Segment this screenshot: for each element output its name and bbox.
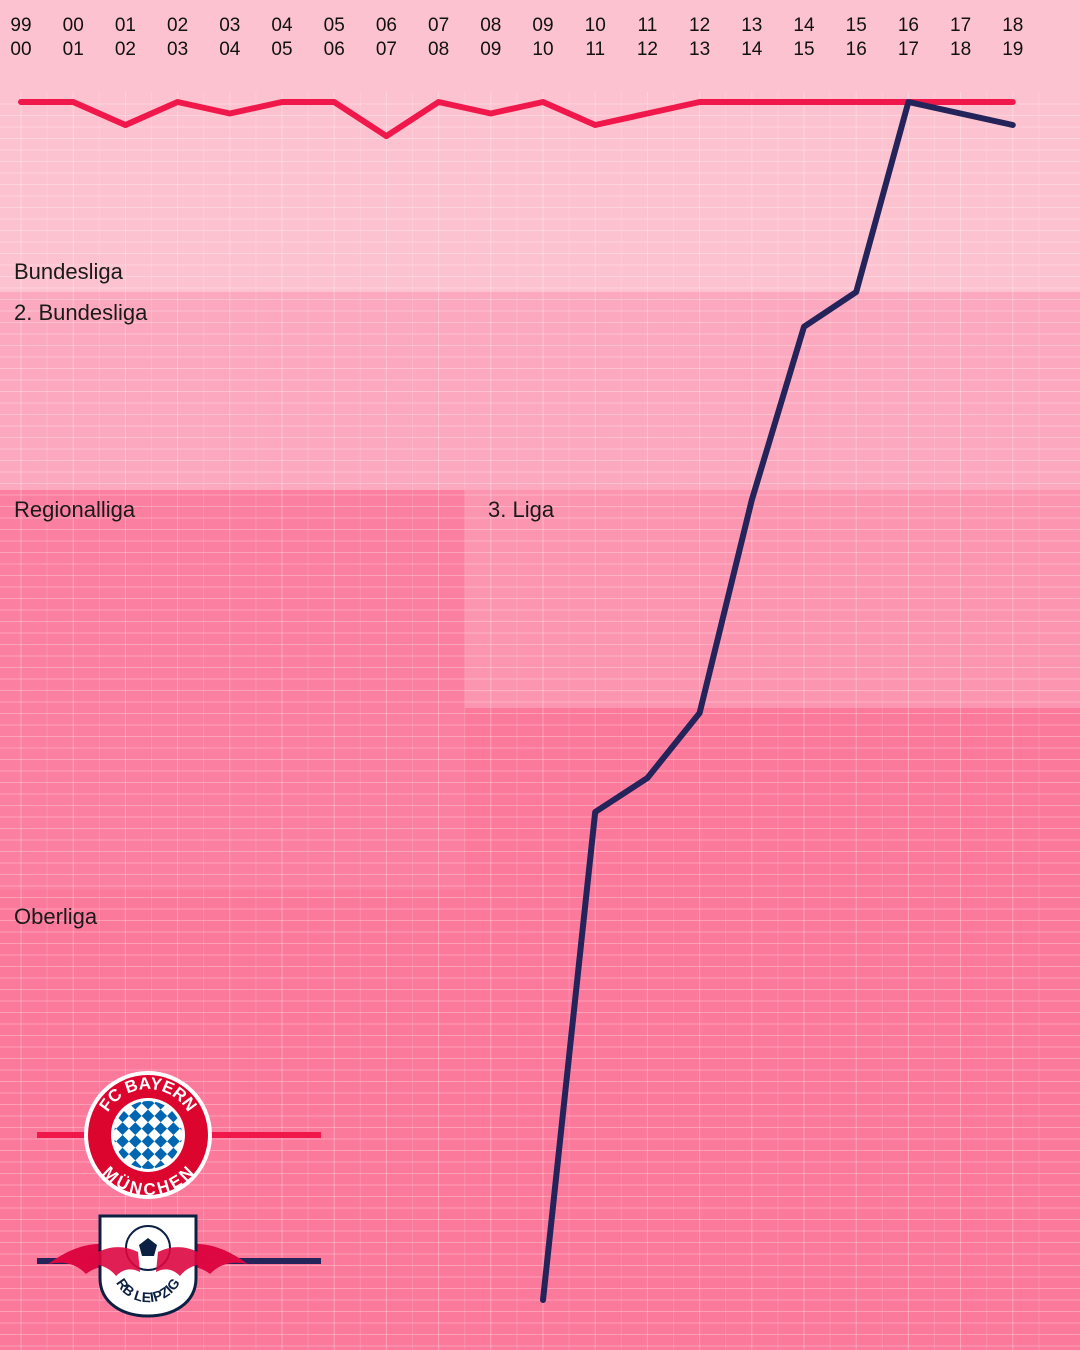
season-label-bottom: 13 — [689, 39, 710, 60]
series-line-bayern — [18, 99, 1016, 140]
season-label-bottom: 15 — [793, 39, 814, 60]
season-label-bottom: 03 — [167, 39, 188, 60]
season-label-bottom: 08 — [428, 39, 449, 60]
season-label-top: 13 — [741, 15, 762, 36]
season-label-bottom: 01 — [63, 39, 84, 60]
league-label: Regionalliga — [14, 497, 136, 522]
series-lines — [18, 99, 1016, 1303]
season-label-top: 18 — [1002, 15, 1023, 36]
season-label-top: 01 — [115, 15, 136, 36]
season-label-top: 06 — [376, 15, 397, 36]
season-axis: 99 00 00 01 01 02 02 03 03 04 04 05 05 06 06 07 07 08 08 09… — [10, 15, 1023, 60]
season-label-bottom: 02 — [115, 39, 136, 60]
season-label-bottom: 16 — [846, 39, 867, 60]
season-label-bottom: 04 — [219, 39, 241, 60]
league-label: 2. Bundesliga — [14, 300, 148, 325]
season-label-bottom: 11 — [585, 39, 605, 60]
league-label: Bundesliga — [14, 259, 124, 284]
season-label-bottom: 10 — [532, 39, 553, 60]
zone-2-bundesliga — [0, 292, 1080, 490]
league-label: 3. Liga — [488, 497, 555, 522]
bayern-logo: FC BAYERN MÜNCHEN — [84, 1071, 212, 1199]
season-label-bottom: 18 — [950, 39, 971, 60]
season-label-top: 05 — [324, 15, 345, 36]
league-labels: Bundesliga 2. Bundesliga 3. Liga Regionalli… — [14, 259, 555, 929]
season-label-bottom: 06 — [324, 39, 345, 60]
season-label-bottom: 05 — [271, 39, 292, 60]
zone-3-liga — [465, 490, 1080, 708]
season-label-top: 00 — [63, 15, 84, 36]
season-label-top: 16 — [898, 15, 919, 36]
season-label-top: 04 — [271, 15, 293, 36]
season-label-top: 15 — [846, 15, 867, 36]
series-line-leipzig — [540, 99, 1016, 1303]
season-label-top: 99 — [10, 15, 31, 36]
legend: FC BAYERN MÜNCHEN RB LEIPZIG — [37, 1071, 321, 1318]
season-label-top: 03 — [219, 15, 240, 36]
season-label-top: 12 — [689, 15, 710, 36]
league-label: Oberliga — [14, 904, 98, 929]
season-label-top: 10 — [585, 15, 606, 36]
season-label-bottom: 17 — [898, 39, 919, 60]
season-label-bottom: 19 — [1002, 39, 1023, 60]
season-label-top: 17 — [950, 15, 971, 36]
season-label-top: 07 — [428, 15, 449, 36]
leipzig-logo: RB LEIPZIG — [48, 1214, 248, 1318]
zone-bundesliga — [0, 0, 1080, 292]
season-label-bottom: 00 — [10, 39, 31, 60]
season-label-top: 08 — [480, 15, 501, 36]
season-label-top: 11 — [638, 15, 658, 36]
season-label-bottom: 12 — [637, 39, 658, 60]
season-label-bottom: 09 — [480, 39, 501, 60]
season-label-bottom: 14 — [741, 39, 763, 60]
zone-regionalliga — [0, 490, 465, 890]
season-label-top: 02 — [167, 15, 188, 36]
season-label-top: 14 — [793, 15, 815, 36]
season-label-top: 09 — [532, 15, 553, 36]
season-label-bottom: 07 — [376, 39, 397, 60]
